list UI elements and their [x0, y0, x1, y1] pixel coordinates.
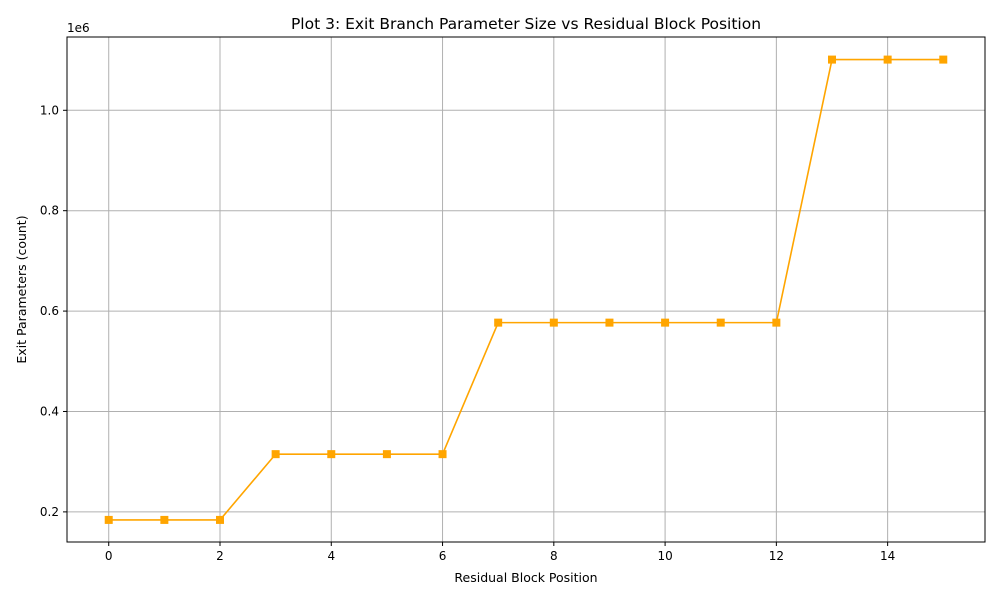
data-point-marker: [605, 318, 614, 327]
chart-title: Plot 3: Exit Branch Parameter Size vs Re…: [291, 15, 761, 33]
data-point-marker: [271, 450, 280, 459]
data-point-marker: [382, 450, 391, 459]
y-axis-offset-label: 1e6: [67, 21, 90, 35]
x-tick-label: 4: [327, 549, 335, 563]
data-point-marker: [494, 318, 503, 327]
data-point-marker: [549, 318, 558, 327]
series-line: [108, 58, 944, 521]
y-tick-label: 0.2: [40, 505, 59, 519]
axis-ticks: 0 2 4 6 8 10 12 14 0.2 0.4 0.6 0.8 1.0: [40, 103, 895, 563]
y-tick-label: 0.6: [40, 304, 59, 318]
y-tick-label: 0.8: [40, 204, 59, 218]
data-point-marker: [160, 515, 169, 524]
x-tick-label: 2: [216, 549, 224, 563]
y-tick-label: 1.0: [40, 103, 59, 117]
data-point-marker: [216, 515, 224, 524]
x-tick-label: 8: [550, 549, 558, 563]
series-layer: [104, 55, 948, 524]
data-point-marker: [828, 55, 836, 64]
data-point-marker: [661, 318, 670, 327]
data-point-marker: [104, 515, 113, 524]
x-axis-label: Residual Block Position: [454, 570, 597, 585]
data-point-marker: [438, 450, 447, 459]
x-tick-label: 0: [105, 549, 113, 563]
x-tick-label: 14: [880, 549, 895, 563]
data-point-marker: [883, 55, 892, 64]
x-tick-label: 12: [769, 549, 784, 563]
data-point-marker: [716, 318, 725, 327]
data-point-marker: [772, 318, 781, 327]
x-tick-label: 6: [439, 549, 447, 563]
data-point-marker: [939, 55, 948, 64]
gridlines: [67, 37, 985, 542]
x-tick-label: 10: [657, 549, 672, 563]
y-axis-label: Exit Parameters (count): [14, 215, 29, 363]
plot-frame: [66, 36, 986, 543]
y-tick-label: 0.4: [40, 404, 59, 418]
data-point-marker: [327, 450, 336, 459]
